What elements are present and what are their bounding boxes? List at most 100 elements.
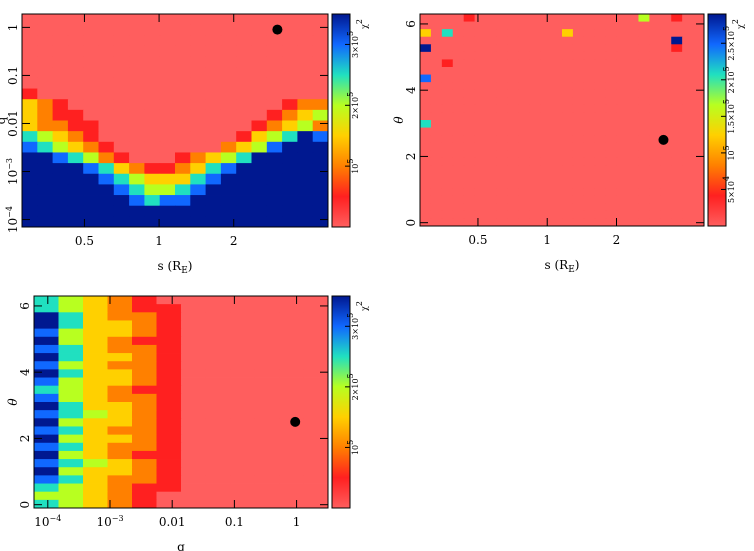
colorbar-tick-label-group: 5×104 [722, 176, 736, 203]
heatmap-cell [129, 24, 145, 36]
heatmap-cell [583, 157, 596, 166]
heatmap-cell [562, 82, 574, 91]
heatmap-cell [220, 45, 237, 57]
heatmap-cell [441, 188, 454, 197]
heatmap-cell [627, 218, 639, 227]
heatmap-cell [181, 450, 206, 460]
heatmap-cell [34, 312, 59, 321]
heatmap-cell [463, 157, 476, 166]
heatmap-cell [220, 152, 237, 164]
heatmap-cell [430, 135, 443, 144]
heatmap-cell [129, 173, 145, 185]
heatmap-cell [22, 24, 38, 36]
heatmap-cell [83, 109, 99, 121]
colorbar-tick-label-text: 10 [727, 150, 736, 160]
heatmap-cell [132, 369, 157, 378]
heatmap-cell [83, 418, 108, 427]
heatmap-cell [34, 459, 59, 468]
heatmap-cell [605, 165, 618, 174]
heatmap-cell [638, 104, 650, 113]
heatmap-cell [83, 88, 99, 100]
heatmap-cell [551, 44, 563, 53]
heatmap-cell [583, 44, 596, 53]
heatmap-cell [518, 97, 530, 106]
heatmap-cell [420, 14, 432, 22]
heatmap-cell [551, 188, 563, 197]
heatmap-cell [254, 402, 280, 411]
heatmap-cell [83, 152, 99, 164]
heatmap-cell [507, 59, 519, 68]
heatmap-cell [660, 157, 672, 166]
heatmap-cell [144, 24, 161, 36]
heatmap-cell [175, 195, 191, 207]
heatmap-cell [254, 475, 280, 484]
heatmap-cell [67, 24, 84, 36]
heatmap-cell [266, 184, 283, 196]
heatmap-cell [463, 21, 476, 30]
heatmap-cell [34, 402, 59, 411]
heatmap-cell [430, 67, 443, 75]
heatmap-cell [129, 141, 145, 153]
heatmap-cell [98, 141, 115, 153]
heatmap-cell [441, 157, 454, 166]
heatmap-cell [551, 97, 563, 106]
heatmap-cell [156, 312, 182, 321]
heatmap-cell [627, 59, 639, 68]
heatmap-cell [649, 59, 661, 68]
heatmap-cell [682, 59, 694, 68]
heatmap-cell [649, 157, 661, 166]
heatmap-cell [251, 99, 268, 111]
heatmap-cell [583, 104, 596, 113]
heatmap-cell [649, 67, 661, 75]
heatmap-cell [34, 393, 59, 403]
heatmap-cell [572, 21, 585, 30]
colorbar-tick-label-group: 105 [346, 159, 360, 174]
heatmap-cell [159, 77, 176, 89]
heatmap-cell [254, 426, 280, 436]
heatmap-cell [485, 150, 497, 159]
heatmap-cell [175, 24, 191, 36]
heatmap-cell [605, 150, 618, 159]
heatmap-cell [551, 218, 563, 227]
heatmap-cell [529, 74, 541, 83]
heatmap-cell [682, 180, 694, 189]
heatmap-cell [518, 74, 530, 83]
heatmap-cell [34, 336, 59, 346]
heatmap-cell [649, 82, 661, 91]
heatmap-cell [67, 35, 84, 47]
heatmap-cell [660, 44, 672, 53]
heatmap-cell [583, 74, 596, 83]
y-tick-label-group: 10−4 [5, 206, 20, 233]
heatmap-cell [52, 56, 69, 68]
heatmap-cell [303, 361, 329, 370]
heatmap-cell [594, 104, 607, 113]
heatmap-cell [627, 180, 639, 189]
heatmap-cell [107, 450, 133, 460]
heatmap-cell [540, 82, 552, 91]
heatmap-cell [230, 467, 255, 476]
heatmap-cell [181, 304, 206, 313]
colorbar-tick-label-sup: 5 [722, 145, 731, 150]
y-tick-label: 10−3 [5, 158, 20, 185]
heatmap-cell [156, 459, 182, 468]
heatmap-cell [266, 67, 283, 79]
heatmap-cell [485, 203, 497, 212]
colorbar-tick-label: 3×105 [346, 313, 360, 340]
heatmap-cell [485, 127, 497, 136]
heatmap-cell [205, 434, 231, 444]
heatmap-cell [649, 44, 661, 53]
heatmap-cell [507, 188, 519, 197]
heatmap-cell [303, 402, 329, 411]
heatmap-cell [236, 56, 252, 68]
heatmap-cell [518, 142, 530, 151]
heatmap-cell [279, 328, 304, 338]
heatmap-cell [605, 104, 618, 113]
colorbar-tick-label-group: 2×105 [346, 92, 360, 119]
heatmap-cell [297, 67, 314, 79]
heatmap-cell [113, 131, 130, 143]
heatmap-cell [98, 14, 115, 26]
heatmap-cell [52, 67, 69, 79]
heatmap-cell [682, 89, 694, 98]
heatmap-cell [266, 99, 283, 111]
heatmap-cell [529, 210, 541, 219]
